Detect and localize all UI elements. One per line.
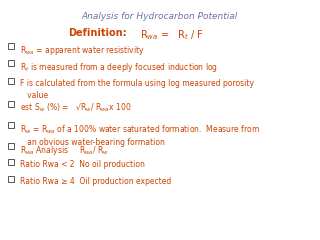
- Text: R$_w$ = R$_{wa}$ of a 100% water saturated formation.  Measure from
   an obviou: R$_w$ = R$_{wa}$ of a 100% water saturat…: [20, 123, 260, 147]
- Bar: [8, 159, 14, 165]
- Bar: [8, 101, 14, 107]
- Text: R$_{wa}$ Analysis     R$_{wa}$/ R$_w$: R$_{wa}$ Analysis R$_{wa}$/ R$_w$: [20, 144, 109, 157]
- Bar: [8, 143, 14, 149]
- Bar: [8, 78, 14, 84]
- Text: est S$_w$ (%) =   √R$_w$/ R$_{wa}$x 100: est S$_w$ (%) = √R$_w$/ R$_{wa}$x 100: [20, 102, 132, 114]
- Text: Analysis for Hydrocarbon Potential: Analysis for Hydrocarbon Potential: [82, 12, 238, 21]
- Text: R$_t$ is measured from a deeply focused induction log: R$_t$ is measured from a deeply focused …: [20, 61, 218, 74]
- Bar: [8, 60, 14, 66]
- Bar: [8, 122, 14, 128]
- Bar: [8, 43, 14, 49]
- Bar: [8, 176, 14, 182]
- Text: Definition:: Definition:: [68, 28, 127, 38]
- Text: F is calculated from the formula using log measured porosity
   value: F is calculated from the formula using l…: [20, 79, 254, 100]
- Text: Ratio Rwa ≥ 4  Oil production expected: Ratio Rwa ≥ 4 Oil production expected: [20, 177, 171, 186]
- Text: Ratio Rwa < 2  No oil production: Ratio Rwa < 2 No oil production: [20, 160, 145, 169]
- Text: R$_{wa}$ =   R$_t$ / F: R$_{wa}$ = R$_t$ / F: [140, 28, 204, 42]
- Text: R$_{wa}$ = apparent water resistivity: R$_{wa}$ = apparent water resistivity: [20, 44, 145, 57]
